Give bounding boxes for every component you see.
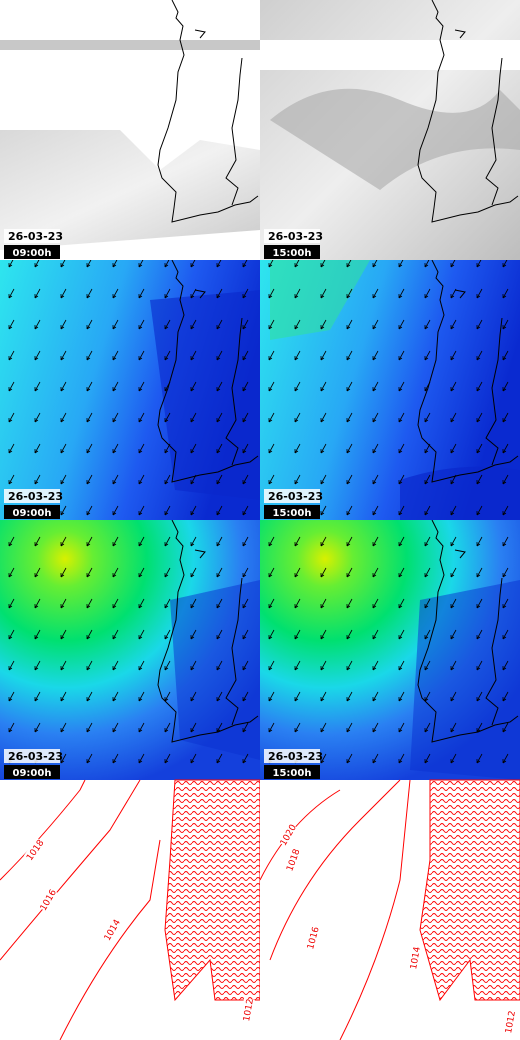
isobar-panel [259,779,520,1040]
date-label: 26-03-23 [8,750,63,763]
isobar-label-bg [502,1010,517,1034]
date-label: 26-03-23 [268,230,323,243]
isobar-label: 1012 [242,998,256,1022]
wind-panel [0,260,260,520]
date-bg [264,749,320,763]
time-bg [4,245,60,259]
isobar-label-bg [101,917,122,943]
isobar-label-bg [407,946,422,970]
date-label: 26-03-23 [268,490,323,503]
isobar-label-bg [304,925,321,950]
isobar-label: 1012 [504,1010,518,1034]
date-label: 26-03-23 [268,750,323,763]
isobar-label-bg [37,887,58,913]
time-bg [264,505,320,519]
wind-panel [0,520,260,780]
time-label: 09:00h [13,248,52,259]
date-label: 26-03-23 [8,490,63,503]
date-bg [4,489,60,503]
time-bg [4,765,60,779]
isobar-panel [0,779,261,1040]
time-bg [264,765,320,779]
cloud-panel [260,0,520,260]
isobar-label-bg [277,822,298,848]
date-bg [264,489,320,503]
wind-panel [260,260,520,520]
time-label: 09:00h [13,768,52,779]
cloud-panel [0,0,260,260]
time-bg [4,505,60,519]
time-label: 15:00h [273,768,312,779]
date-bg [264,229,320,243]
time-label: 15:00h [273,508,312,519]
date-label: 26-03-23 [8,230,63,243]
isobar-label: 1014 [409,946,423,971]
isobar-label-bg [240,998,255,1022]
date-bg [4,749,60,763]
time-label: 09:00h [13,508,52,519]
isobar-label-bg [23,837,46,862]
date-bg [4,229,60,243]
time-bg [264,245,320,259]
time-label: 15:00h [273,248,312,259]
isobar-label-bg [283,847,302,873]
wind-panel [260,520,520,780]
